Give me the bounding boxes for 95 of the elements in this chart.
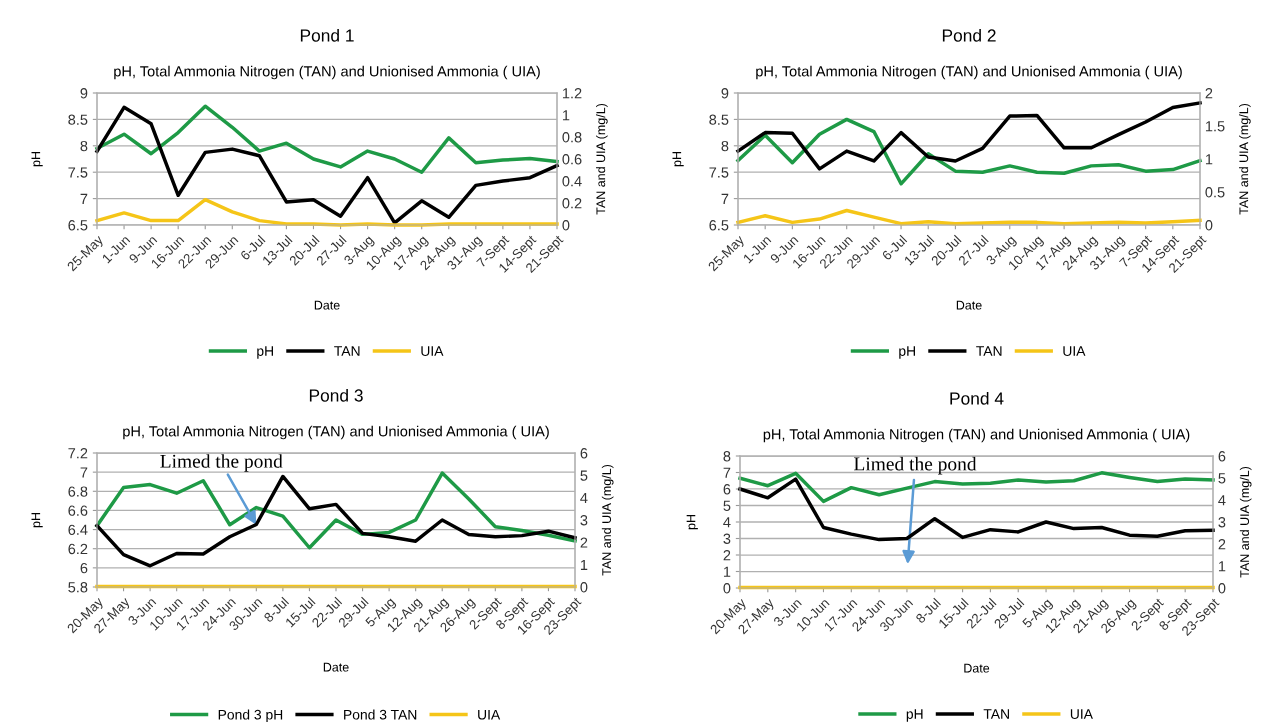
- y-tick-label: 7.5: [709, 167, 729, 178]
- y2-axis-title: TAN and UIA (mg/L): [1239, 466, 1252, 578]
- line-series: [736, 117, 1202, 186]
- legend-label: TAN: [334, 346, 360, 356]
- y-tick-label: 8.5: [68, 114, 88, 125]
- y-tick-label: 3: [723, 533, 731, 544]
- y2-tick-label: 1: [1218, 561, 1226, 572]
- annotation: Limed the pond: [160, 454, 283, 472]
- legend-label: UIA: [421, 346, 444, 356]
- y-tick-label: 7.5: [68, 167, 88, 178]
- y2-tick-label: 4: [580, 492, 588, 503]
- y2-tick-label: 2: [1218, 539, 1226, 550]
- line-series: [736, 101, 1202, 171]
- legend-label: Pond 3 pH: [218, 709, 283, 722]
- y2-tick-label: 1.2: [562, 88, 582, 99]
- y2-tick-label: 0: [1205, 220, 1213, 231]
- y-tick-label: 4: [723, 517, 731, 528]
- y2-tick-label: 0: [580, 582, 588, 593]
- y2-tick-label: 0.8: [562, 132, 582, 143]
- y2-tick-label: 4: [1218, 495, 1226, 506]
- y-tick-label: 6.5: [709, 220, 729, 231]
- y2-tick-label: 1: [1205, 154, 1213, 165]
- y-tick-label: 8: [723, 451, 731, 462]
- y2-tick-label: 0: [562, 220, 570, 231]
- y-tick-label: 8.5: [709, 114, 729, 125]
- chart-title: Pond 1: [300, 28, 354, 42]
- y-tick-label: 6.6: [68, 505, 88, 516]
- y2-tick-label: 2: [1205, 88, 1213, 99]
- y2-tick-label: 6: [580, 448, 588, 459]
- chart-subtitle: pH, Total Ammonia Nitrogen (TAN) and Unionised Ammonia ( UIA): [123, 425, 549, 440]
- y2-axis-title: TAN and UIA (mg/L): [596, 103, 608, 215]
- legend-label: UIA: [1070, 709, 1093, 719]
- y-axis-title: pH: [672, 152, 684, 167]
- y2-tick-label: 5: [580, 470, 588, 481]
- x-axis-title: Date: [314, 300, 340, 310]
- y-tick-label: 1: [723, 566, 731, 577]
- legend-label: UIA: [1063, 346, 1086, 356]
- y2-tick-label: 1.5: [1205, 121, 1225, 132]
- y2-tick-label: 0: [1218, 583, 1226, 594]
- y2-tick-label: 0.6: [562, 154, 582, 165]
- y2-axis-title: TAN and UIA (mg/L): [1239, 103, 1251, 215]
- y2-tick-label: 3: [580, 515, 588, 526]
- legend-label: pH: [257, 346, 273, 359]
- y-tick-label: 5: [723, 500, 731, 511]
- legend-label: Pond 3 TAN: [344, 709, 417, 720]
- y2-tick-label: 0.5: [1205, 187, 1225, 198]
- y-tick-label: 8: [721, 140, 729, 152]
- legend-label: UIA: [478, 709, 501, 720]
- y-tick-label: 7: [721, 193, 729, 204]
- y2-tick-label: 3: [1218, 517, 1226, 528]
- y-tick-label: 6.4: [68, 524, 88, 535]
- y-tick-label: 6.2: [68, 543, 88, 555]
- x-axis-title: Date: [323, 662, 349, 672]
- chart-subtitle: pH, Total Ammonia Nitrogen (TAN) and Unionised Ammonia ( UIA): [763, 428, 1190, 443]
- y-axis-title: pH: [686, 515, 698, 530]
- legend-label: TAN: [983, 709, 1009, 719]
- line-series: [738, 477, 1215, 542]
- x-axis-title: Date: [956, 300, 982, 310]
- legend-label: TAN: [976, 346, 1002, 356]
- y-tick-label: 7: [80, 467, 88, 478]
- line-series: [95, 104, 559, 174]
- y2-tick-label: 5: [1218, 473, 1226, 484]
- y2-axis-title: TAN and UIA (mg/L): [601, 464, 614, 576]
- y-tick-label: 7: [80, 193, 88, 204]
- chart-subtitle: pH, Total Ammonia Nitrogen (TAN) and Unionised Ammonia ( UIA): [756, 65, 1182, 80]
- y-tick-label: 6: [80, 562, 88, 574]
- y-tick-label: 6.5: [68, 220, 88, 231]
- y-axis-title: pH: [31, 513, 43, 528]
- y-tick-label: 9: [80, 88, 88, 99]
- y-tick-label: 6.8: [68, 486, 88, 497]
- y-tick-label: 0: [723, 583, 731, 594]
- y2-tick-label: 0.4: [562, 176, 582, 187]
- chart-title: Pond 2: [942, 28, 996, 42]
- annotation: Limed the pond: [854, 456, 977, 475]
- y2-tick-label: 1: [562, 110, 570, 121]
- y-tick-label: 2: [723, 550, 731, 561]
- y-tick-label: 7: [723, 467, 731, 478]
- y-tick-label: 9: [721, 88, 729, 99]
- chart-title: Pond 4: [950, 391, 1004, 405]
- y-axis-title: pH: [31, 152, 43, 167]
- y2-tick-label: 0.2: [562, 198, 582, 209]
- y2-tick-label: 1: [580, 559, 588, 570]
- y2-tick-label: 2: [580, 537, 588, 548]
- y-tick-label: 6: [723, 484, 731, 495]
- legend-label: pH: [906, 709, 923, 722]
- y-tick-label: 8: [80, 140, 88, 152]
- y2-tick-label: 6: [1218, 451, 1226, 462]
- legend-label: pH: [899, 346, 915, 359]
- line-series: [95, 474, 577, 568]
- line-series: [95, 471, 577, 550]
- chart-subtitle: pH, Total Ammonia Nitrogen (TAN) and Unionised Ammonia ( UIA): [114, 65, 540, 80]
- y-tick-label: 5.8: [68, 582, 88, 593]
- y-tick-label: 7.2: [68, 448, 88, 459]
- chart-title: Pond 3: [309, 388, 363, 402]
- x-axis-title: Date: [964, 663, 990, 673]
